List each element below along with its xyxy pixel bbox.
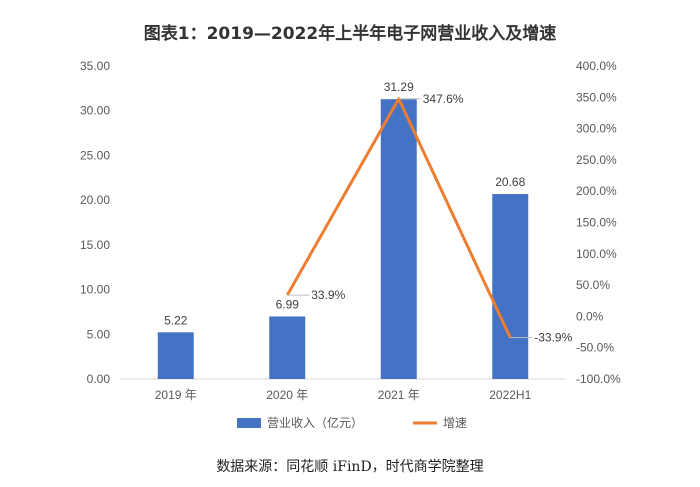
source-note: 数据来源：同花顺 iFinD，时代商学院整理 xyxy=(216,459,483,475)
right-tick-label: 250.0% xyxy=(576,153,617,167)
line-value-label: -33.9% xyxy=(534,331,572,345)
right-tick-label: 150.0% xyxy=(576,216,617,230)
chart-title: 图表1：2019—2022年上半年电子网营业收入及增速 xyxy=(144,23,556,44)
line-data-labels: 33.9% 347.6% -33.9% xyxy=(287,92,573,345)
left-tick-label: 35.00 xyxy=(80,59,110,73)
line-value-label: 33.9% xyxy=(311,288,345,302)
right-tick-label: 50.0% xyxy=(576,278,610,292)
left-tick-label: 0.00 xyxy=(87,372,111,386)
bar-value-label: 6.99 xyxy=(276,297,300,311)
x-tick-label: 2022H1 xyxy=(489,388,531,402)
bar xyxy=(492,194,529,379)
bar-series xyxy=(157,99,529,379)
x-tick-label: 2020 年 xyxy=(266,388,308,402)
bar xyxy=(380,99,417,379)
bar-value-label: 20.68 xyxy=(495,175,525,189)
left-axis-ticks: 0.00 5.00 10.00 15.00 20.00 25.00 30.00 35.00 xyxy=(80,59,110,386)
legend-label-bar: 营业收入（亿元） xyxy=(267,415,363,430)
right-tick-label: 100.0% xyxy=(576,247,617,261)
right-axis-ticks: -100.0% -50.0% 0.0% 50.0% 100.0% 150.0% 200.0%… xyxy=(576,59,621,386)
right-tick-label: 400.0% xyxy=(576,59,617,73)
left-tick-label: 25.00 xyxy=(80,148,110,162)
left-tick-label: 30.00 xyxy=(80,104,110,118)
bar-data-labels: 5.22 6.99 31.29 20.68 xyxy=(164,80,526,327)
right-tick-label: 300.0% xyxy=(576,122,617,136)
right-tick-label: -100.0% xyxy=(576,372,621,386)
bar xyxy=(269,316,306,379)
x-tick-label: 2021 年 xyxy=(378,388,420,402)
right-tick-label: 350.0% xyxy=(576,90,617,104)
right-tick-label: 200.0% xyxy=(576,184,617,198)
x-tick-label: 2019 年 xyxy=(155,388,197,402)
legend: 营业收入（亿元） 增速 xyxy=(237,415,467,430)
line-value-label: 347.6% xyxy=(423,92,464,106)
legend-swatch-bar xyxy=(237,418,261,428)
left-tick-label: 20.00 xyxy=(80,193,110,207)
legend-label-line: 增速 xyxy=(443,416,467,430)
left-tick-label: 15.00 xyxy=(80,238,110,252)
bar-value-label: 31.29 xyxy=(384,80,414,94)
bar xyxy=(157,332,194,379)
x-axis-ticks: 2019 年 2020 年 2021 年 2022H1 xyxy=(155,388,532,402)
left-tick-label: 5.00 xyxy=(87,327,111,341)
right-tick-label: 0.0% xyxy=(576,309,604,323)
bar-value-label: 5.22 xyxy=(164,313,188,327)
left-tick-label: 10.00 xyxy=(80,283,110,297)
right-tick-label: -50.0% xyxy=(576,341,614,355)
